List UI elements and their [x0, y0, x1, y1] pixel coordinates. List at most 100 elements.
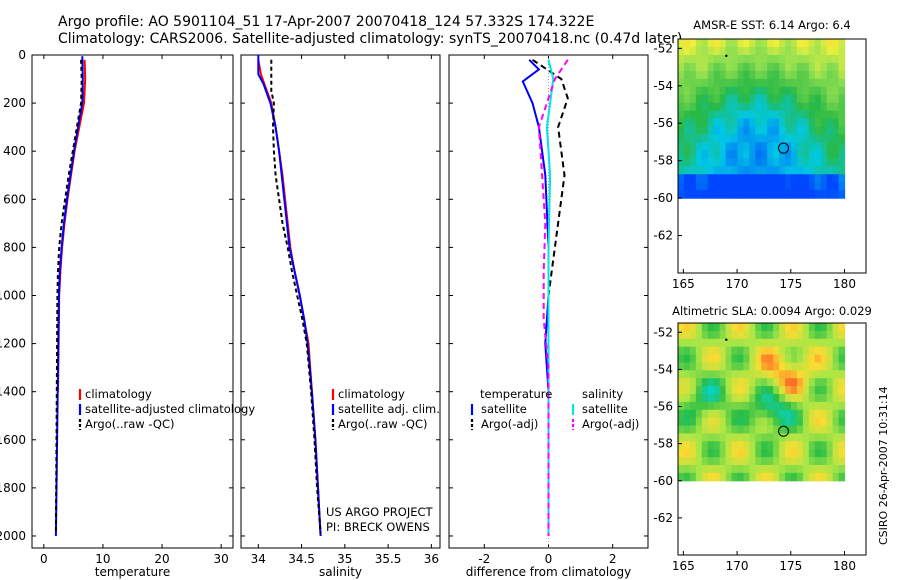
map-field-cell	[725, 370, 733, 379]
map-field-cell	[725, 54, 733, 64]
map-field-cell	[695, 393, 703, 403]
map-field-cell	[701, 449, 709, 458]
map-field-cell	[773, 362, 780, 371]
map-field-cell	[713, 393, 721, 403]
map-field-cell	[725, 362, 733, 371]
x-axis-label: salinity	[319, 565, 362, 579]
map-field-cell	[701, 110, 709, 120]
map-field-cell	[749, 70, 756, 80]
map-field-cell	[678, 386, 685, 395]
map-field-cell	[773, 457, 780, 466]
y-tick-label: 1800	[0, 481, 26, 495]
map-field-cell	[707, 378, 715, 387]
map-field-cell	[678, 54, 685, 64]
map-field-cell	[838, 323, 846, 332]
map-field-cell	[743, 39, 750, 48]
map-field-cell	[743, 158, 750, 167]
map-field-cell	[826, 472, 834, 482]
map-field-cell	[719, 150, 727, 159]
map-field-cell	[814, 39, 822, 48]
map-field-cell	[707, 464, 715, 474]
map-field-cell	[838, 118, 846, 128]
map-field-cell	[683, 190, 691, 199]
map-field-cell	[785, 190, 792, 199]
map-field-cell	[773, 110, 780, 120]
map-field-cell	[785, 182, 792, 191]
map-field-cell	[796, 464, 804, 474]
map-field-cell	[773, 102, 780, 112]
sst-map-panel: AMSR-E SST: 6.14 Argo: 6.4 165 170 175 180 -5…	[653, 18, 867, 291]
map-field-cell	[820, 134, 828, 144]
x-tick-label: -2	[478, 552, 490, 566]
map-field-cell	[802, 386, 810, 395]
map-field-cell	[832, 393, 840, 403]
map-field-cell	[790, 78, 798, 88]
map-field-cell	[707, 323, 715, 332]
y-tick-label: 400	[3, 144, 26, 158]
map-field-cell	[749, 409, 756, 419]
map-field-cell	[755, 354, 762, 364]
map-field-cell	[743, 134, 750, 144]
map-field-cell	[779, 433, 786, 442]
map-field-cell	[790, 378, 798, 387]
map-field-cell	[761, 323, 768, 332]
map-field-cell	[785, 409, 792, 419]
map-field-cell	[808, 362, 816, 371]
map-field-cell	[832, 78, 840, 88]
map-field-cell	[707, 354, 715, 364]
map-field-cell	[701, 464, 709, 474]
map-field-cell	[695, 39, 703, 48]
map-field-cell	[713, 166, 721, 175]
map-field-cell	[725, 166, 733, 175]
map-field-cell	[731, 150, 739, 159]
x-axis-label: temperature	[95, 565, 170, 579]
y-tick-label: 1000	[0, 288, 26, 302]
map-field-cell	[796, 62, 804, 72]
map-field-cell	[749, 102, 756, 112]
map-field-cell	[826, 378, 834, 387]
map-field-cell	[719, 464, 727, 474]
map-field-cell	[737, 346, 745, 356]
map-field-cell	[814, 126, 822, 136]
map-field-cell	[826, 102, 834, 112]
map-field-cell	[767, 409, 774, 419]
map-field-cell	[683, 472, 691, 482]
map-field-cell	[820, 46, 828, 56]
map-field-cell	[737, 370, 745, 379]
map-field-cell	[701, 323, 709, 332]
map-field-cell	[749, 94, 756, 104]
map-field-cell	[802, 472, 810, 482]
map-field-cell	[737, 449, 745, 458]
map-field-cell	[838, 401, 846, 411]
map-field-cell	[785, 134, 792, 144]
map-field-cell	[790, 370, 798, 379]
map-field-cell	[832, 150, 840, 159]
map-field-cell	[755, 102, 762, 112]
map-field-cell	[689, 338, 697, 348]
map-field-cell	[790, 472, 798, 482]
map-field-cell	[755, 457, 762, 466]
map-field-cell	[761, 393, 768, 403]
map-field-cell	[826, 386, 834, 395]
map-field-cell	[820, 70, 828, 80]
map-field-cell	[701, 39, 709, 48]
map-field-cell	[761, 62, 768, 72]
map-field-cell	[678, 378, 685, 387]
map-field-cell	[701, 182, 709, 191]
map-field-cell	[683, 417, 691, 427]
map-field-cell	[790, 393, 798, 403]
header-line-1: Argo profile: AO 5901104_51 17-Apr-2007 …	[58, 14, 594, 30]
map-field-cell	[755, 39, 762, 48]
map-field-cell	[773, 70, 780, 80]
map-field-cell	[832, 174, 840, 183]
map-field-cell	[707, 126, 715, 136]
map-field-cell	[689, 118, 697, 128]
x-tick-label: 36	[424, 552, 439, 566]
map-field-cell	[796, 346, 804, 356]
series-line-temperature-argo-adj	[531, 58, 569, 536]
map-field-cell	[683, 126, 691, 136]
map-field-cell	[755, 86, 762, 96]
map-field-cell	[790, 174, 798, 183]
map-field-cell	[796, 166, 804, 175]
map-field-cell	[755, 126, 762, 136]
